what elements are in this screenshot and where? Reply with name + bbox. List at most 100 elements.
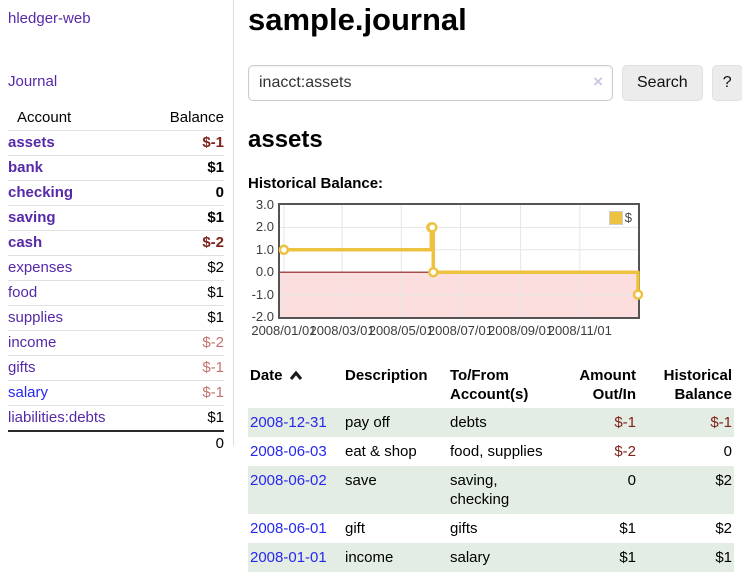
transaction-accounts: salary xyxy=(450,549,491,566)
transaction-date-link[interactable]: 2008-06-01 xyxy=(250,520,327,537)
x-axis-tick-label: 2008/01/01 xyxy=(251,323,317,338)
y-axis-tick-label: -2.0 xyxy=(251,309,274,324)
chart-section-label: Historical Balance: xyxy=(248,175,384,192)
account-link-liabilities-debts[interactable]: liabilities:debts xyxy=(8,409,106,426)
search-input[interactable] xyxy=(248,65,613,101)
transaction-accounts: saving, checking xyxy=(450,472,510,508)
y-axis-tick-label: 3.0 xyxy=(255,197,274,212)
x-axis-tick-label: 2008/03/01 xyxy=(309,323,375,338)
account-link-saving[interactable]: saving xyxy=(8,209,56,226)
account-balance: $-1 xyxy=(139,130,224,156)
app-title-link[interactable]: hledger-web xyxy=(8,10,91,27)
transaction-amount: $-2 xyxy=(614,443,636,460)
account-link-expenses[interactable]: expenses xyxy=(8,259,73,276)
x-axis-tick-label: 2008/09/01 xyxy=(488,323,554,338)
transaction-amount: $1 xyxy=(619,549,636,566)
search-button[interactable]: Search xyxy=(622,65,703,101)
register-header-amount: Amount Out/In xyxy=(579,367,636,403)
account-balance: $2 xyxy=(139,255,224,281)
account-row: supplies $1 xyxy=(8,305,224,331)
transaction-description: income xyxy=(345,549,394,566)
y-axis-tick-label: 1.0 xyxy=(255,241,274,257)
account-row: cash $-2 xyxy=(8,230,224,256)
transaction-amount: $1 xyxy=(619,520,636,537)
account-link-food[interactable]: food xyxy=(8,284,38,301)
page-title: sample.journal xyxy=(248,2,467,37)
accounts-header-balance: Balance xyxy=(169,109,224,126)
register-header-date[interactable]: Date xyxy=(248,362,343,408)
transaction-amount: 0 xyxy=(627,472,636,489)
account-link-salary[interactable]: salary xyxy=(8,384,49,401)
account-page-title: assets xyxy=(248,126,323,153)
account-row: food $1 xyxy=(8,280,224,306)
account-link-income[interactable]: income xyxy=(8,334,57,351)
transaction-balance: $2 xyxy=(715,520,732,537)
y-axis-tick-label: -1.0 xyxy=(251,286,274,302)
account-balance: $1 xyxy=(139,155,224,181)
account-balance: $1 xyxy=(139,405,224,431)
account-row: salary $-1 xyxy=(8,380,224,406)
y-axis-tick-label: 0.0 xyxy=(255,264,274,280)
account-link-gifts[interactable]: gifts xyxy=(8,359,36,376)
account-balance: $1 xyxy=(139,205,224,231)
transaction-description: pay off xyxy=(345,414,390,431)
transaction-accounts: gifts xyxy=(450,520,478,537)
account-balance: $-1 xyxy=(139,355,224,381)
transaction-row: 2008-06-03 eat & shop food, supplies $-2… xyxy=(248,437,734,466)
main-content: sample.journal × Search ? assets Histori… xyxy=(248,0,742,572)
account-balance: $1 xyxy=(139,280,224,306)
legend-label: $ xyxy=(624,210,632,225)
transaction-date-link[interactable]: 2008-06-03 xyxy=(250,443,327,460)
transaction-date-link[interactable]: 2008-12-31 xyxy=(250,414,327,431)
account-balance: $-2 xyxy=(139,330,224,356)
date-header-label: Date xyxy=(250,367,283,384)
transaction-row: 2008-12-31 pay off debts $-1 $-1 xyxy=(248,408,734,437)
transaction-balance: $2 xyxy=(715,472,732,489)
x-axis-tick-label: 2008/11/01 xyxy=(547,323,612,338)
register-table: Date Description To/From Account(s) Amou… xyxy=(248,362,734,572)
sort-ascending-icon xyxy=(289,371,302,380)
account-row: liabilities:debts $1 xyxy=(8,405,224,431)
account-link-bank[interactable]: bank xyxy=(8,159,44,176)
accounts-header-account: Account xyxy=(17,109,72,126)
chart-legend: $ xyxy=(606,209,634,226)
transaction-balance: $1 xyxy=(715,549,732,566)
account-link-assets[interactable]: assets xyxy=(8,134,55,151)
historical-balance-chart: $ 3.0 2.0 1.0 0.0 -1.0 -2.0 2008/01/01 2008/03/… xyxy=(248,197,736,341)
search-form: × Search ? xyxy=(248,65,742,101)
clear-search-icon[interactable]: × xyxy=(593,72,603,91)
transaction-row: 2008-06-01 gift gifts $1 $2 xyxy=(248,514,734,543)
accounts-total-row: 0 xyxy=(8,430,224,456)
register-header-accounts: To/From Account(s) xyxy=(450,367,529,403)
accounts-table: Account Balance assets $-1 bank $1 check… xyxy=(8,106,224,456)
transaction-accounts: food, supplies xyxy=(450,443,543,460)
transaction-description: save xyxy=(345,472,377,489)
transaction-amount: $-1 xyxy=(614,414,636,431)
transaction-row: 2008-06-02 save saving, checking 0 $2 xyxy=(248,466,734,514)
account-row: income $-2 xyxy=(8,330,224,356)
account-row: saving $1 xyxy=(8,205,224,231)
account-balance: $1 xyxy=(139,305,224,331)
account-link-cash[interactable]: cash xyxy=(8,234,43,251)
chart-plot-area: $ xyxy=(278,203,644,319)
accounts-total-balance: 0 xyxy=(139,430,224,456)
register-header-description: Description xyxy=(345,367,428,384)
transaction-description: gift xyxy=(345,520,366,537)
account-balance: $-2 xyxy=(139,230,224,256)
transaction-balance: 0 xyxy=(723,443,732,460)
account-row: bank $1 xyxy=(8,155,224,181)
legend-swatch xyxy=(608,210,623,225)
sidebar-item-journal[interactable]: Journal xyxy=(8,73,58,90)
account-link-checking[interactable]: checking xyxy=(8,184,74,201)
account-link-supplies[interactable]: supplies xyxy=(8,309,64,326)
transaction-date-link[interactable]: 2008-06-02 xyxy=(250,472,327,489)
account-row: checking 0 xyxy=(8,180,224,206)
transaction-row: 2008-01-01 income salary $1 $1 xyxy=(248,543,734,572)
account-row: expenses $2 xyxy=(8,255,224,281)
account-row: assets $-1 xyxy=(8,130,224,156)
transaction-description: eat & shop xyxy=(345,443,417,460)
account-row: gifts $-1 xyxy=(8,355,224,381)
sidebar: hledger-web Journal Account Balance asse… xyxy=(0,0,234,456)
transaction-date-link[interactable]: 2008-01-01 xyxy=(250,549,327,566)
help-button[interactable]: ? xyxy=(711,65,742,101)
